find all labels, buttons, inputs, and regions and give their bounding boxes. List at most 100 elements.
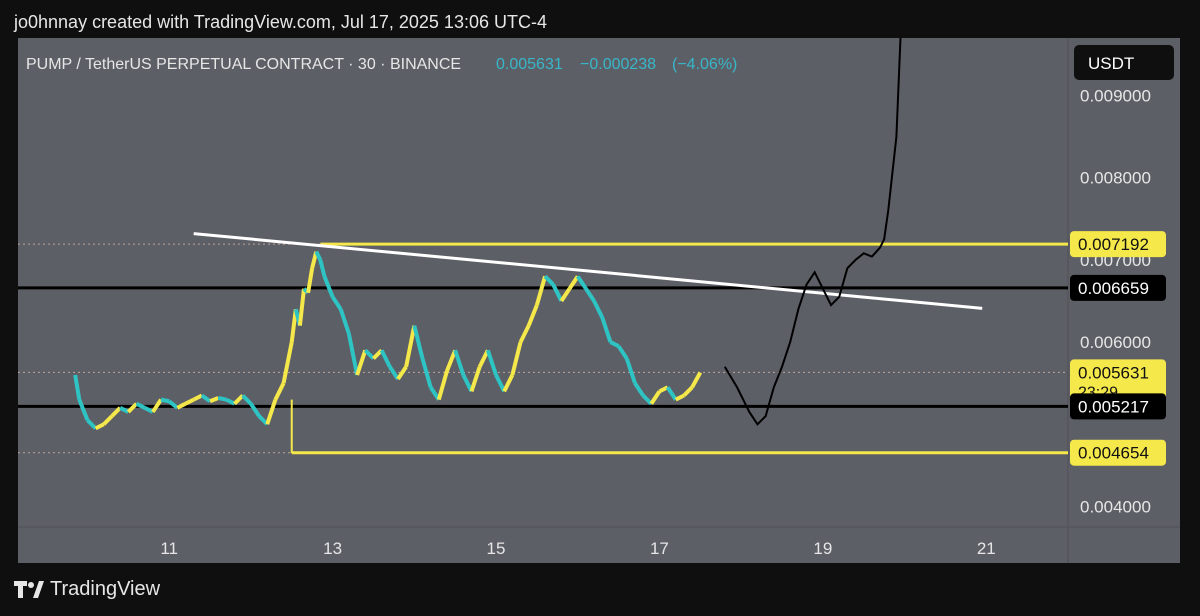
symbol-title: PUMP / TetherUS PERPETUAL CONTRACT · 30 …	[26, 56, 461, 73]
x-tick-label: 13	[323, 539, 342, 558]
y-tick-label: 0.008000	[1080, 169, 1151, 188]
price-segment	[674, 393, 685, 402]
price-segment	[559, 287, 572, 303]
price-segment	[77, 398, 90, 421]
currency-button[interactable]	[1074, 45, 1174, 80]
created-with-caption: jo0hnnay created with TradingView.com, J…	[14, 12, 547, 32]
price-segment	[273, 382, 286, 401]
price-segment	[633, 382, 645, 397]
price-segment	[314, 250, 323, 261]
price-segment	[658, 385, 669, 394]
price-segment	[110, 406, 122, 418]
price-segment	[322, 275, 335, 298]
price-segment	[355, 349, 368, 376]
price-level-label: 0.007192	[1078, 235, 1149, 254]
price-segment	[200, 393, 212, 403]
price-segment	[649, 390, 662, 405]
descending-trendline[interactable]	[193, 232, 983, 310]
price-segment	[73, 374, 82, 400]
price-segment	[281, 341, 294, 384]
x-tick-label: 21	[977, 539, 996, 558]
price-segment	[388, 365, 400, 381]
price-segment	[609, 340, 620, 348]
quote-price: 0.005631	[496, 56, 563, 73]
price-segment	[494, 374, 506, 393]
y-tick-label: 0.009000	[1080, 87, 1151, 106]
price-segment	[412, 325, 425, 360]
price-segment	[616, 345, 629, 360]
price-segment	[192, 393, 203, 402]
price-level-badge	[1070, 359, 1166, 404]
price-segment	[543, 274, 555, 286]
price-segment	[338, 308, 351, 335]
price-level-label: 0.006659	[1078, 279, 1149, 298]
footer-brand-text: TradingView	[50, 578, 161, 600]
price-segment	[600, 316, 613, 343]
price-segment	[249, 402, 261, 418]
price-segment	[217, 396, 227, 402]
price-segment	[135, 401, 146, 410]
footer-brand[interactable]: TradingView	[14, 578, 160, 601]
price-segment	[576, 275, 588, 290]
price-segment	[306, 267, 315, 294]
price-segment	[119, 406, 130, 414]
y-tick-label: 0.004000	[1080, 497, 1151, 516]
price-segment	[526, 304, 539, 327]
price-segment	[592, 300, 605, 319]
price-segment	[126, 402, 138, 414]
price-level-badge	[1070, 231, 1166, 258]
price-segment	[453, 349, 466, 376]
price-segment	[624, 357, 637, 384]
x-tick-label: 11	[160, 539, 178, 558]
tradingview-logo-icon	[14, 580, 44, 598]
price-segment	[551, 283, 564, 302]
x-tick-label: 17	[650, 539, 669, 558]
price-level-label: 0.004654	[1078, 444, 1149, 463]
price-segment	[396, 365, 408, 381]
price-segment	[160, 397, 170, 404]
price-segment	[502, 374, 515, 393]
price-segment	[318, 259, 327, 277]
x-tick-label: 15	[487, 539, 506, 558]
price-segment	[265, 398, 278, 425]
price-segment	[151, 398, 163, 414]
price-segment	[584, 287, 596, 303]
price-level-label: 0.005631	[1078, 363, 1149, 382]
price-segment	[665, 386, 678, 401]
price-level-label: 0.005217	[1078, 397, 1149, 416]
x-tick-label: 19	[813, 539, 832, 558]
currency-label: USDT	[1088, 54, 1134, 73]
price-segment	[225, 397, 236, 406]
price-segment	[420, 357, 433, 388]
price-segment	[445, 349, 458, 372]
quote-change-percent: (−4.06%)	[672, 56, 737, 73]
price-segment	[330, 295, 343, 311]
price-segment	[102, 414, 114, 426]
price-segment	[518, 324, 531, 343]
price-segment	[86, 418, 98, 430]
price-segment	[209, 396, 219, 404]
price-level-badge	[1070, 439, 1166, 466]
price-segment	[346, 333, 360, 376]
price-segment	[176, 401, 187, 410]
price-segment	[469, 366, 482, 393]
price-segment	[690, 371, 703, 389]
price-segment	[461, 374, 474, 393]
price-segment	[682, 385, 694, 397]
price-level-badge	[1070, 393, 1166, 420]
price-segment	[436, 370, 449, 401]
price-segment	[379, 349, 392, 368]
price-segment	[241, 394, 253, 406]
price-segment	[510, 341, 523, 376]
price-segment	[485, 349, 498, 376]
y-tick-label: 0.006000	[1080, 333, 1151, 352]
price-segment	[404, 325, 417, 368]
projection-path[interactable]	[723, 37, 902, 426]
price-segment	[94, 422, 105, 431]
price-segment	[167, 399, 179, 410]
quote-change: −0.000238	[580, 56, 656, 73]
price-segment	[143, 406, 154, 414]
price-segment	[567, 275, 580, 290]
price-segment	[534, 275, 547, 306]
